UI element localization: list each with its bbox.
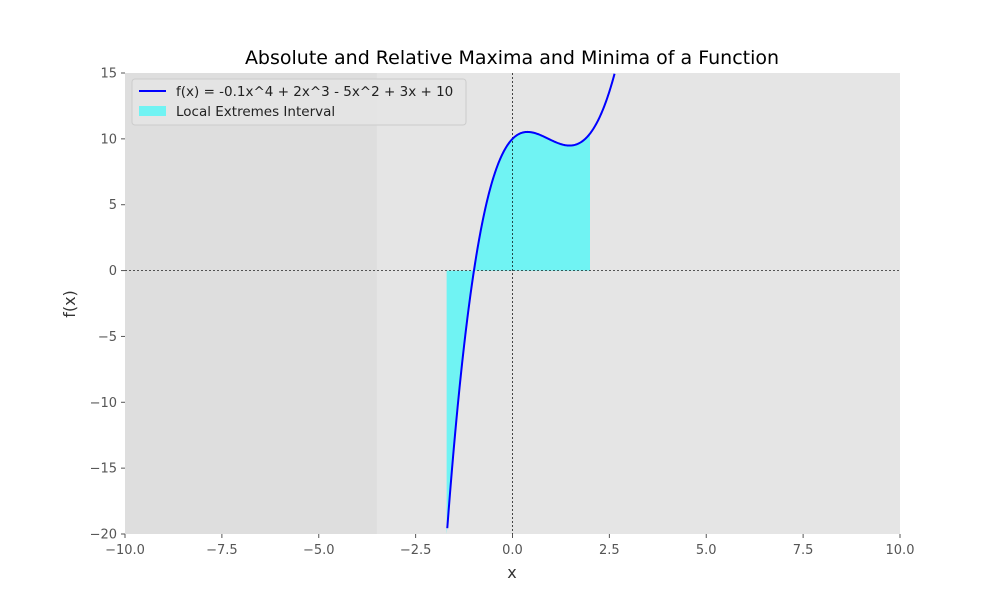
legend-entry-interval: Local Extremes Interval bbox=[176, 104, 335, 120]
y-tick-label: −15 bbox=[90, 462, 117, 477]
y-tick-label: 10 bbox=[100, 132, 117, 147]
x-tick-label: −5.0 bbox=[303, 543, 335, 558]
function-line bbox=[446, 73, 616, 529]
x-tick-label: 2.5 bbox=[599, 543, 620, 558]
shaded-background-region bbox=[125, 73, 377, 534]
legend: f(x) = -0.1x^4 + 2x^3 - 5x^2 + 3x + 10 L… bbox=[131, 78, 467, 126]
x-tick-label: −7.5 bbox=[206, 543, 238, 558]
local-extremes-fill bbox=[446, 131, 590, 534]
y-tick-label: 0 bbox=[109, 264, 117, 279]
x-tick-label: 7.5 bbox=[793, 543, 814, 558]
x-tick-label: 5.0 bbox=[696, 543, 717, 558]
x-axis-ticks: −10.0 −7.5 −5.0 −2.5 0.0 2.5 5.0 7.5 10.0 bbox=[105, 534, 914, 558]
plot-area bbox=[125, 73, 900, 534]
x-tick-label: −2.5 bbox=[400, 543, 432, 558]
x-tick-label: 0.0 bbox=[502, 543, 523, 558]
x-tick-label: −10.0 bbox=[105, 543, 145, 558]
legend-frame bbox=[131, 78, 467, 126]
chart-title: Absolute and Relative Maxima and Minima … bbox=[245, 47, 779, 69]
legend-entry-function: f(x) = -0.1x^4 + 2x^3 - 5x^2 + 3x + 10 bbox=[176, 84, 453, 100]
y-axis-label: f(x) bbox=[60, 290, 79, 318]
y-tick-label: 5 bbox=[109, 198, 117, 213]
y-tick-label: −10 bbox=[90, 396, 117, 411]
x-axis-label: x bbox=[507, 563, 516, 582]
y-tick-label: −20 bbox=[90, 528, 117, 543]
x-tick-label: 10.0 bbox=[886, 543, 915, 558]
y-axis-ticks: −20 −15 −10 −5 0 5 10 15 bbox=[90, 67, 125, 543]
legend-fill-swatch bbox=[139, 106, 166, 116]
y-tick-label: −5 bbox=[98, 330, 117, 345]
y-tick-label: 15 bbox=[100, 67, 117, 82]
